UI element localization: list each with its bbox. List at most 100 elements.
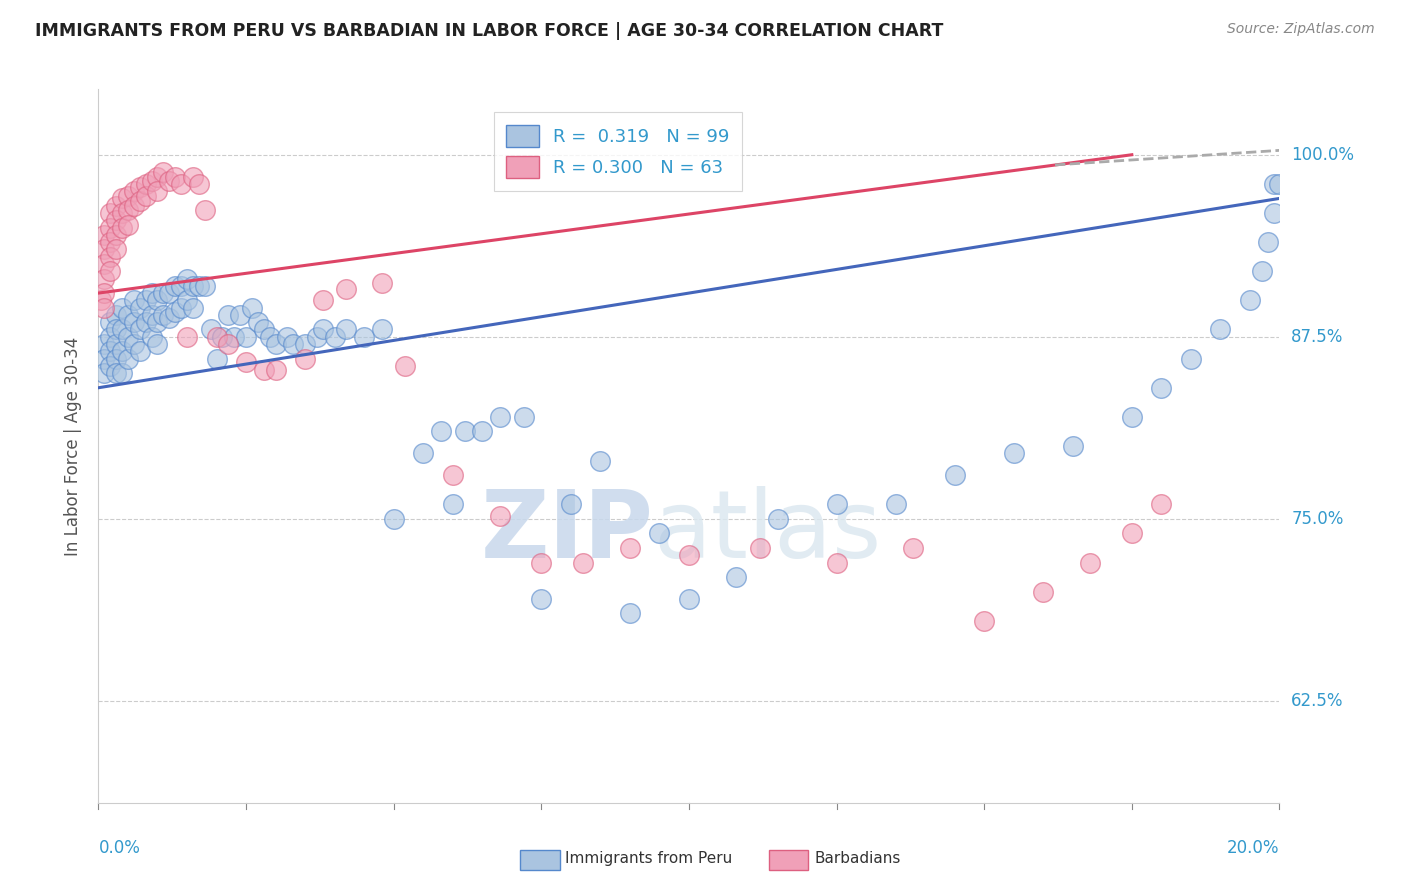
Point xyxy=(117,351,139,366)
Point xyxy=(825,497,848,511)
Point xyxy=(1032,584,1054,599)
Point xyxy=(105,366,128,380)
Point xyxy=(194,278,217,293)
Point xyxy=(105,243,128,257)
Point xyxy=(165,305,187,319)
Text: IMMIGRANTS FROM PERU VS BARBADIAN IN LABOR FORCE | AGE 30-34 CORRELATION CHART: IMMIGRANTS FROM PERU VS BARBADIAN IN LAB… xyxy=(35,22,943,40)
Point xyxy=(217,308,239,322)
Text: ZIP: ZIP xyxy=(481,485,654,578)
Point xyxy=(98,250,121,264)
Point xyxy=(589,453,612,467)
Point xyxy=(943,468,966,483)
Point xyxy=(135,315,157,329)
Point xyxy=(312,322,335,336)
Point xyxy=(619,541,641,555)
Point xyxy=(117,203,139,218)
Point xyxy=(98,330,121,344)
Point xyxy=(128,301,150,315)
Point xyxy=(294,351,316,366)
Point xyxy=(1180,351,1202,366)
Point xyxy=(157,174,180,188)
Point xyxy=(211,330,233,344)
Point xyxy=(678,591,700,606)
Point xyxy=(1121,409,1143,424)
Point xyxy=(412,446,434,460)
Text: atlas: atlas xyxy=(654,485,882,578)
Point xyxy=(371,276,394,290)
Point xyxy=(382,512,405,526)
Point xyxy=(122,337,145,351)
Point xyxy=(98,220,121,235)
Point xyxy=(725,570,748,584)
Point xyxy=(105,213,128,227)
Point xyxy=(884,497,907,511)
Point xyxy=(146,315,169,329)
Point xyxy=(205,330,228,344)
Point xyxy=(93,271,115,285)
Point xyxy=(105,308,128,322)
Point xyxy=(93,366,115,380)
Point xyxy=(176,271,198,285)
Point xyxy=(235,330,257,344)
Point xyxy=(1263,206,1285,220)
Point xyxy=(111,344,134,359)
Point xyxy=(205,351,228,366)
Point xyxy=(128,322,150,336)
Point xyxy=(512,409,534,424)
Point xyxy=(229,308,252,322)
Point xyxy=(217,337,239,351)
Point xyxy=(146,293,169,308)
Point xyxy=(1150,381,1173,395)
Point xyxy=(93,286,115,301)
Point xyxy=(128,194,150,209)
Point xyxy=(117,218,139,232)
Point xyxy=(93,337,115,351)
Point xyxy=(371,322,394,336)
Point xyxy=(678,548,700,562)
Point xyxy=(187,278,209,293)
Point xyxy=(1150,497,1173,511)
Point xyxy=(93,351,115,366)
Point xyxy=(141,330,163,344)
Point xyxy=(224,330,246,344)
Point xyxy=(430,425,453,439)
Point xyxy=(571,556,593,570)
Point xyxy=(170,177,193,191)
Point xyxy=(117,188,139,202)
Point xyxy=(1268,177,1291,191)
Point xyxy=(93,257,115,271)
Text: 62.5%: 62.5% xyxy=(1291,692,1344,710)
Point xyxy=(111,206,134,220)
Point xyxy=(170,301,193,315)
Point xyxy=(353,330,375,344)
Point xyxy=(181,169,204,184)
Point xyxy=(619,607,641,621)
Point xyxy=(122,315,145,329)
Point xyxy=(264,337,287,351)
Point xyxy=(117,330,139,344)
Point xyxy=(973,614,995,628)
Point xyxy=(111,191,134,205)
Point xyxy=(111,322,134,336)
Point xyxy=(187,177,209,191)
Point xyxy=(111,366,134,380)
Point xyxy=(117,308,139,322)
Point xyxy=(903,541,925,555)
Point xyxy=(165,278,187,293)
Point xyxy=(135,293,157,308)
Point xyxy=(181,301,204,315)
Point xyxy=(157,310,180,325)
Point xyxy=(1257,235,1279,249)
Point xyxy=(98,344,121,359)
Point xyxy=(825,556,848,570)
Point xyxy=(748,541,770,555)
Point xyxy=(93,243,115,257)
Point xyxy=(335,322,357,336)
Point xyxy=(240,301,263,315)
Point xyxy=(135,177,157,191)
Point xyxy=(471,425,494,439)
Point xyxy=(146,337,169,351)
Point xyxy=(90,293,112,308)
Point xyxy=(276,330,298,344)
Point xyxy=(105,322,128,336)
